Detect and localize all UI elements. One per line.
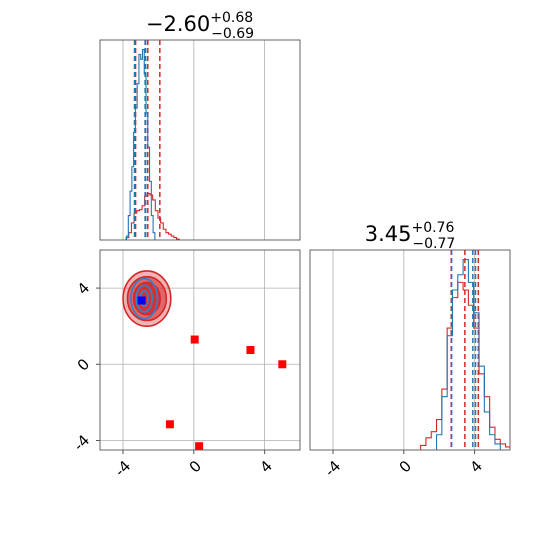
title-bottom-right-value: 3.45 <box>365 222 412 246</box>
bottom-right-panel <box>332 250 510 450</box>
x-tick-label: -4 <box>321 457 344 480</box>
red-contour-2 <box>132 281 161 316</box>
bl-frame <box>99 249 301 451</box>
red-marker-1 <box>246 346 255 354</box>
blue-contour-1 <box>135 284 154 313</box>
title-top-left: −2.60+0.68 −0.69 <box>146 10 254 42</box>
red-marker-4 <box>195 442 204 450</box>
title-top-left-sub: −0.69 <box>211 26 254 42</box>
title-bottom-right: 3.45+0.76 −0.77 <box>365 220 456 252</box>
tl-hist-series-0 <box>125 193 180 240</box>
br-hist-series-1 <box>435 258 501 450</box>
tl-hist-series-1 <box>125 48 156 240</box>
title-top-left-sup: +0.68 <box>210 10 253 26</box>
red-marker-3 <box>165 420 174 429</box>
tl-frame <box>99 39 301 241</box>
x-tick-label: 0 <box>396 457 415 476</box>
title-top-left-value: −2.60 <box>146 12 210 36</box>
axes-frames <box>99 39 511 451</box>
title-bottom-right-sub: −0.77 <box>412 236 455 252</box>
blue-contour-0 <box>130 277 159 320</box>
blue-marker <box>137 296 146 305</box>
bottom-left-panel <box>100 250 300 450</box>
y-tick-label: 0 <box>74 355 93 374</box>
br-hist-series-0 <box>420 281 510 450</box>
y-tick-label: -4 <box>70 431 93 454</box>
x-tick-label: -4 <box>111 457 134 480</box>
red-marker-0 <box>190 335 199 344</box>
x-tick-label: 0 <box>186 457 205 476</box>
top-left-panel <box>122 40 266 240</box>
red-marker-2 <box>278 360 287 369</box>
x-tick-label: 4 <box>466 457 485 476</box>
x-tick-label: 4 <box>256 457 275 476</box>
br-frame <box>309 249 511 451</box>
title-bottom-right-sup: +0.76 <box>411 220 454 236</box>
y-tick-label: 4 <box>74 279 93 298</box>
